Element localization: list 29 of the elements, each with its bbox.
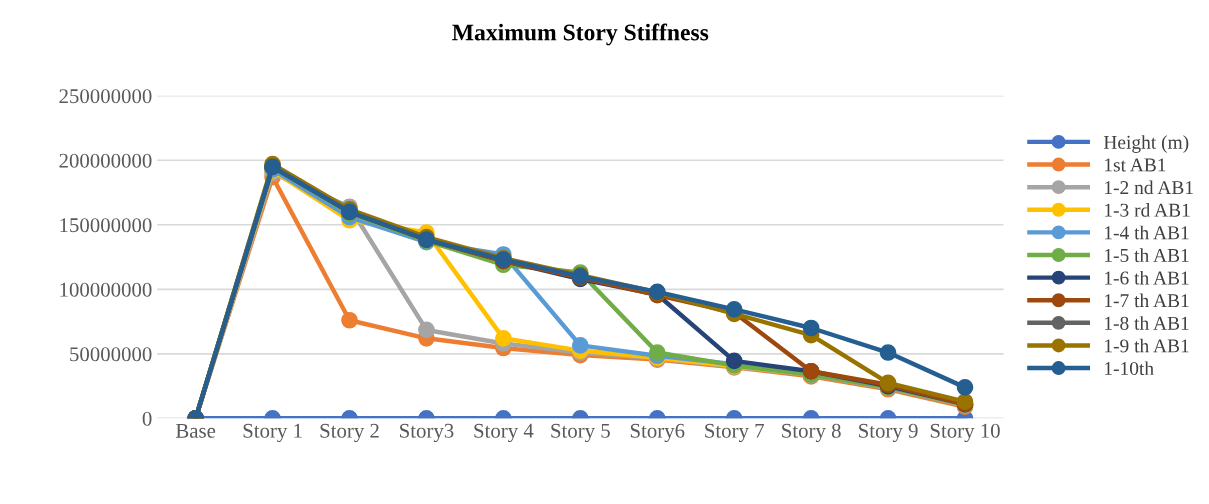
x-tick-label: Story 10 — [930, 423, 1000, 443]
x-tick-label: Story 7 — [705, 423, 764, 443]
y-tick-label: 0 — [142, 411, 152, 426]
x-tick-label: Story 5 — [551, 423, 610, 443]
x-tick-label: Story 4 — [474, 423, 534, 443]
legend-label: 1-6 th AB1 — [1105, 270, 1189, 285]
x-tick-label: Story3 — [400, 423, 454, 443]
x-tick-label: Base — [175, 423, 216, 438]
legend-label: Height (m) — [1103, 135, 1189, 153]
y-tick-label: 150000000 — [60, 218, 152, 233]
y-tick-label: 200000000 — [59, 153, 152, 168]
legend-label: 1-2 nd AB1 — [1105, 180, 1193, 195]
chart-title: Maximum Story Stiffness — [452, 23, 709, 46]
x-tick-label: Story 1 — [243, 423, 302, 443]
legend-label: 1-9 th AB1 — [1105, 338, 1189, 353]
legend-label: 1-8 th AB1 — [1105, 316, 1189, 330]
x-tick-label: Story 9 — [859, 423, 918, 443]
y-tick-label: 50000000 — [70, 347, 152, 362]
x-tick-label: Story 8 — [782, 423, 841, 443]
legend-label: 1-7 th AB1 — [1105, 293, 1189, 308]
x-tick-label: Story6 — [630, 423, 685, 443]
legend-label: 1-5 th AB1 — [1105, 248, 1189, 262]
y-tick-label: 250000000 — [59, 89, 152, 104]
y-tick-label: 100000000 — [60, 282, 152, 297]
x-tick-label: Story 2 — [320, 423, 379, 443]
legend-label: 1st AB1 — [1105, 158, 1166, 172]
legend-label: 1-3 rd AB1 — [1105, 203, 1190, 217]
legend-label: 1-4 th AB1 — [1105, 225, 1189, 240]
legend-label: 1-10th — [1105, 361, 1154, 376]
